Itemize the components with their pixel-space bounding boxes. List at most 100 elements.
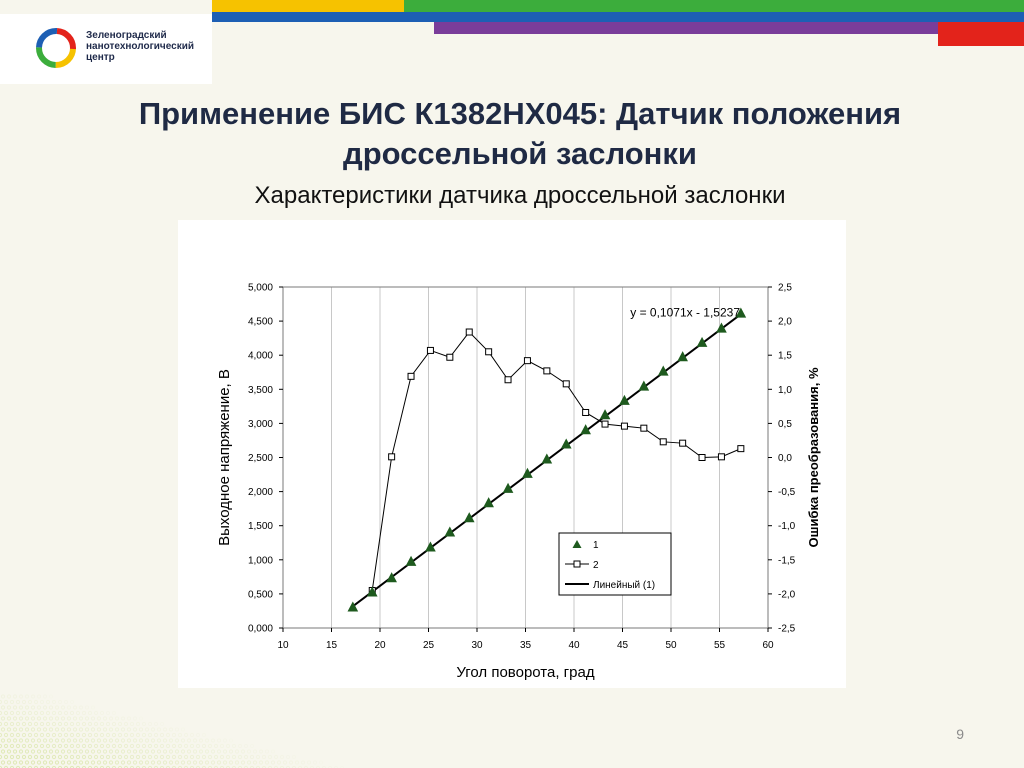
decorative-dot: [108, 716, 114, 721]
decorative-dot: [168, 760, 174, 765]
series-1-point: [366, 586, 378, 597]
decorative-dot: [240, 760, 246, 765]
decorative-dot: [0, 743, 3, 749]
decorative-dot: [198, 738, 204, 743]
y2-tick-label: 0,0: [778, 453, 792, 464]
decorative-dot: [84, 705, 90, 710]
decorative-dot: [18, 705, 24, 710]
decorative-dot: [69, 754, 75, 760]
decorative-dot: [84, 738, 90, 743]
decorative-dot: [45, 699, 51, 705]
decorative-dot: [18, 749, 24, 754]
y-tick-label: 2,500: [248, 453, 273, 464]
series-1-point: [677, 351, 688, 362]
decorative-dot: [183, 743, 189, 749]
decorative-dot: [237, 765, 243, 768]
decorative-dot: [264, 749, 270, 754]
decorative-dot: [33, 754, 39, 760]
decorative-dot: [45, 754, 51, 760]
decorative-dot: [279, 754, 285, 760]
decorative-dot: [180, 738, 186, 743]
decorative-dot: [78, 716, 84, 721]
decorative-dot: [279, 765, 285, 768]
decorative-dot: [54, 749, 60, 754]
decorative-dot: [66, 705, 72, 710]
decorative-dot: [0, 716, 6, 721]
decorative-dot: [174, 749, 180, 754]
decorative-dot: [30, 760, 36, 765]
decorative-dot: [213, 765, 219, 768]
decorative-dot: [75, 710, 81, 716]
decorative-dot: [138, 760, 144, 765]
decorative-dot: [162, 749, 168, 754]
page-number: 9: [956, 726, 964, 742]
decorative-dot: [141, 765, 147, 768]
series-1-point: [347, 601, 359, 612]
y2-tick-label: 2,5: [778, 283, 792, 294]
decorative-dot: [60, 727, 66, 732]
decorative-dot: [90, 727, 96, 732]
decorative-dot: [288, 760, 294, 765]
decorative-dot: [264, 760, 270, 765]
decorative-dot: [138, 749, 144, 754]
decorative-dot: [9, 721, 15, 727]
decorative-dot: [99, 710, 105, 716]
decorative-dot: [51, 721, 57, 727]
decorative-dot: [165, 732, 171, 738]
series-2-point: [504, 376, 512, 384]
decorative-dot: [3, 765, 9, 768]
decorative-dot: [57, 765, 63, 768]
decorative-dot: [18, 716, 24, 721]
decorative-dot: [87, 743, 93, 749]
decorative-dot: [21, 754, 27, 760]
decorative-dot: [27, 721, 33, 727]
decorative-dot: [90, 760, 96, 765]
decorative-dot: [291, 765, 297, 768]
decorative-dot: [291, 754, 297, 760]
series-1-point: [619, 394, 630, 405]
series-2-point: [523, 357, 531, 365]
decorative-dot: [228, 738, 234, 743]
decorative-dot: [90, 738, 96, 743]
decorative-dot: [159, 754, 165, 760]
decorative-dot: [42, 727, 48, 732]
stripe-red: [938, 22, 1024, 46]
decorative-dot: [81, 721, 87, 727]
series-1-point: [638, 380, 650, 391]
decorative-dot: [156, 738, 162, 743]
decorative-dot: [96, 749, 102, 754]
decorative-dot: [24, 738, 30, 743]
decorative-dot: [12, 738, 18, 743]
decorative-dot: [123, 765, 129, 768]
series-1-point: [541, 453, 553, 464]
series-2-line: [371, 331, 742, 591]
decorative-dot: [225, 743, 231, 749]
decorative-dot: [24, 727, 30, 732]
decorative-dot: [201, 765, 207, 768]
y-tick-label: 4,000: [248, 351, 273, 362]
decorative-dot: [21, 765, 27, 768]
decorative-dot: [129, 743, 135, 749]
series-2-point: [737, 445, 745, 453]
decorative-dot-pattern: [0, 694, 345, 768]
series-2-point: [698, 454, 706, 461]
decorative-dot: [48, 760, 54, 765]
decorative-dot: [234, 760, 240, 765]
decorative-dot: [84, 727, 90, 732]
y2-tick-label: -2,0: [778, 589, 796, 600]
decorative-dot: [33, 721, 39, 727]
decorative-dot: [276, 760, 282, 765]
decorative-dot: [225, 754, 231, 760]
x-tick-label: 35: [520, 640, 532, 651]
series-1-point: [386, 572, 397, 583]
decorative-dot: [57, 732, 63, 738]
decorative-dot: [135, 754, 141, 760]
decorative-dot: [0, 760, 6, 765]
decorative-dot: [174, 760, 180, 765]
decorative-dot: [45, 743, 51, 749]
decorative-dot: [153, 765, 159, 768]
decorative-dot: [42, 694, 48, 699]
decorative-dot: [261, 754, 267, 760]
decorative-dot: [177, 765, 183, 768]
decorative-dot: [24, 716, 30, 721]
